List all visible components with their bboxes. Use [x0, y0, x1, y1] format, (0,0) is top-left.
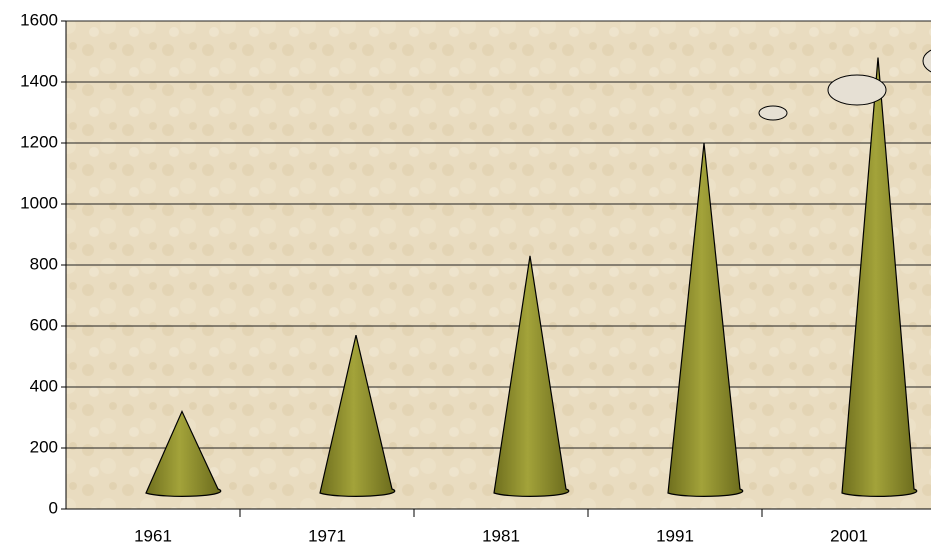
y-tick-label: 1200 — [20, 132, 58, 151]
x-tick-label: 2001 — [830, 526, 868, 545]
x-tick-label: 1991 — [656, 526, 694, 545]
cone — [319, 335, 396, 497]
decoration — [758, 105, 788, 121]
x-tick-label: 1961 — [134, 526, 172, 545]
y-tick-label: 600 — [30, 315, 58, 334]
decoration — [827, 74, 887, 106]
cone — [841, 57, 918, 497]
cone — [493, 255, 570, 497]
marks — [145, 57, 918, 497]
cone — [145, 409, 222, 497]
cone — [667, 142, 744, 497]
y-tick-label: 0 — [49, 498, 58, 517]
y-tick-label: 400 — [30, 376, 58, 395]
x-tick-label: 1981 — [482, 526, 520, 545]
x-tick-label: 1971 — [308, 526, 346, 545]
y-tick-label: 1000 — [20, 193, 58, 212]
y-tick-label: 200 — [30, 437, 58, 456]
y-tick-label: 1600 — [20, 10, 58, 29]
decoration — [922, 49, 931, 73]
y-tick-label: 1400 — [20, 71, 58, 90]
y-tick-label: 800 — [30, 254, 58, 273]
